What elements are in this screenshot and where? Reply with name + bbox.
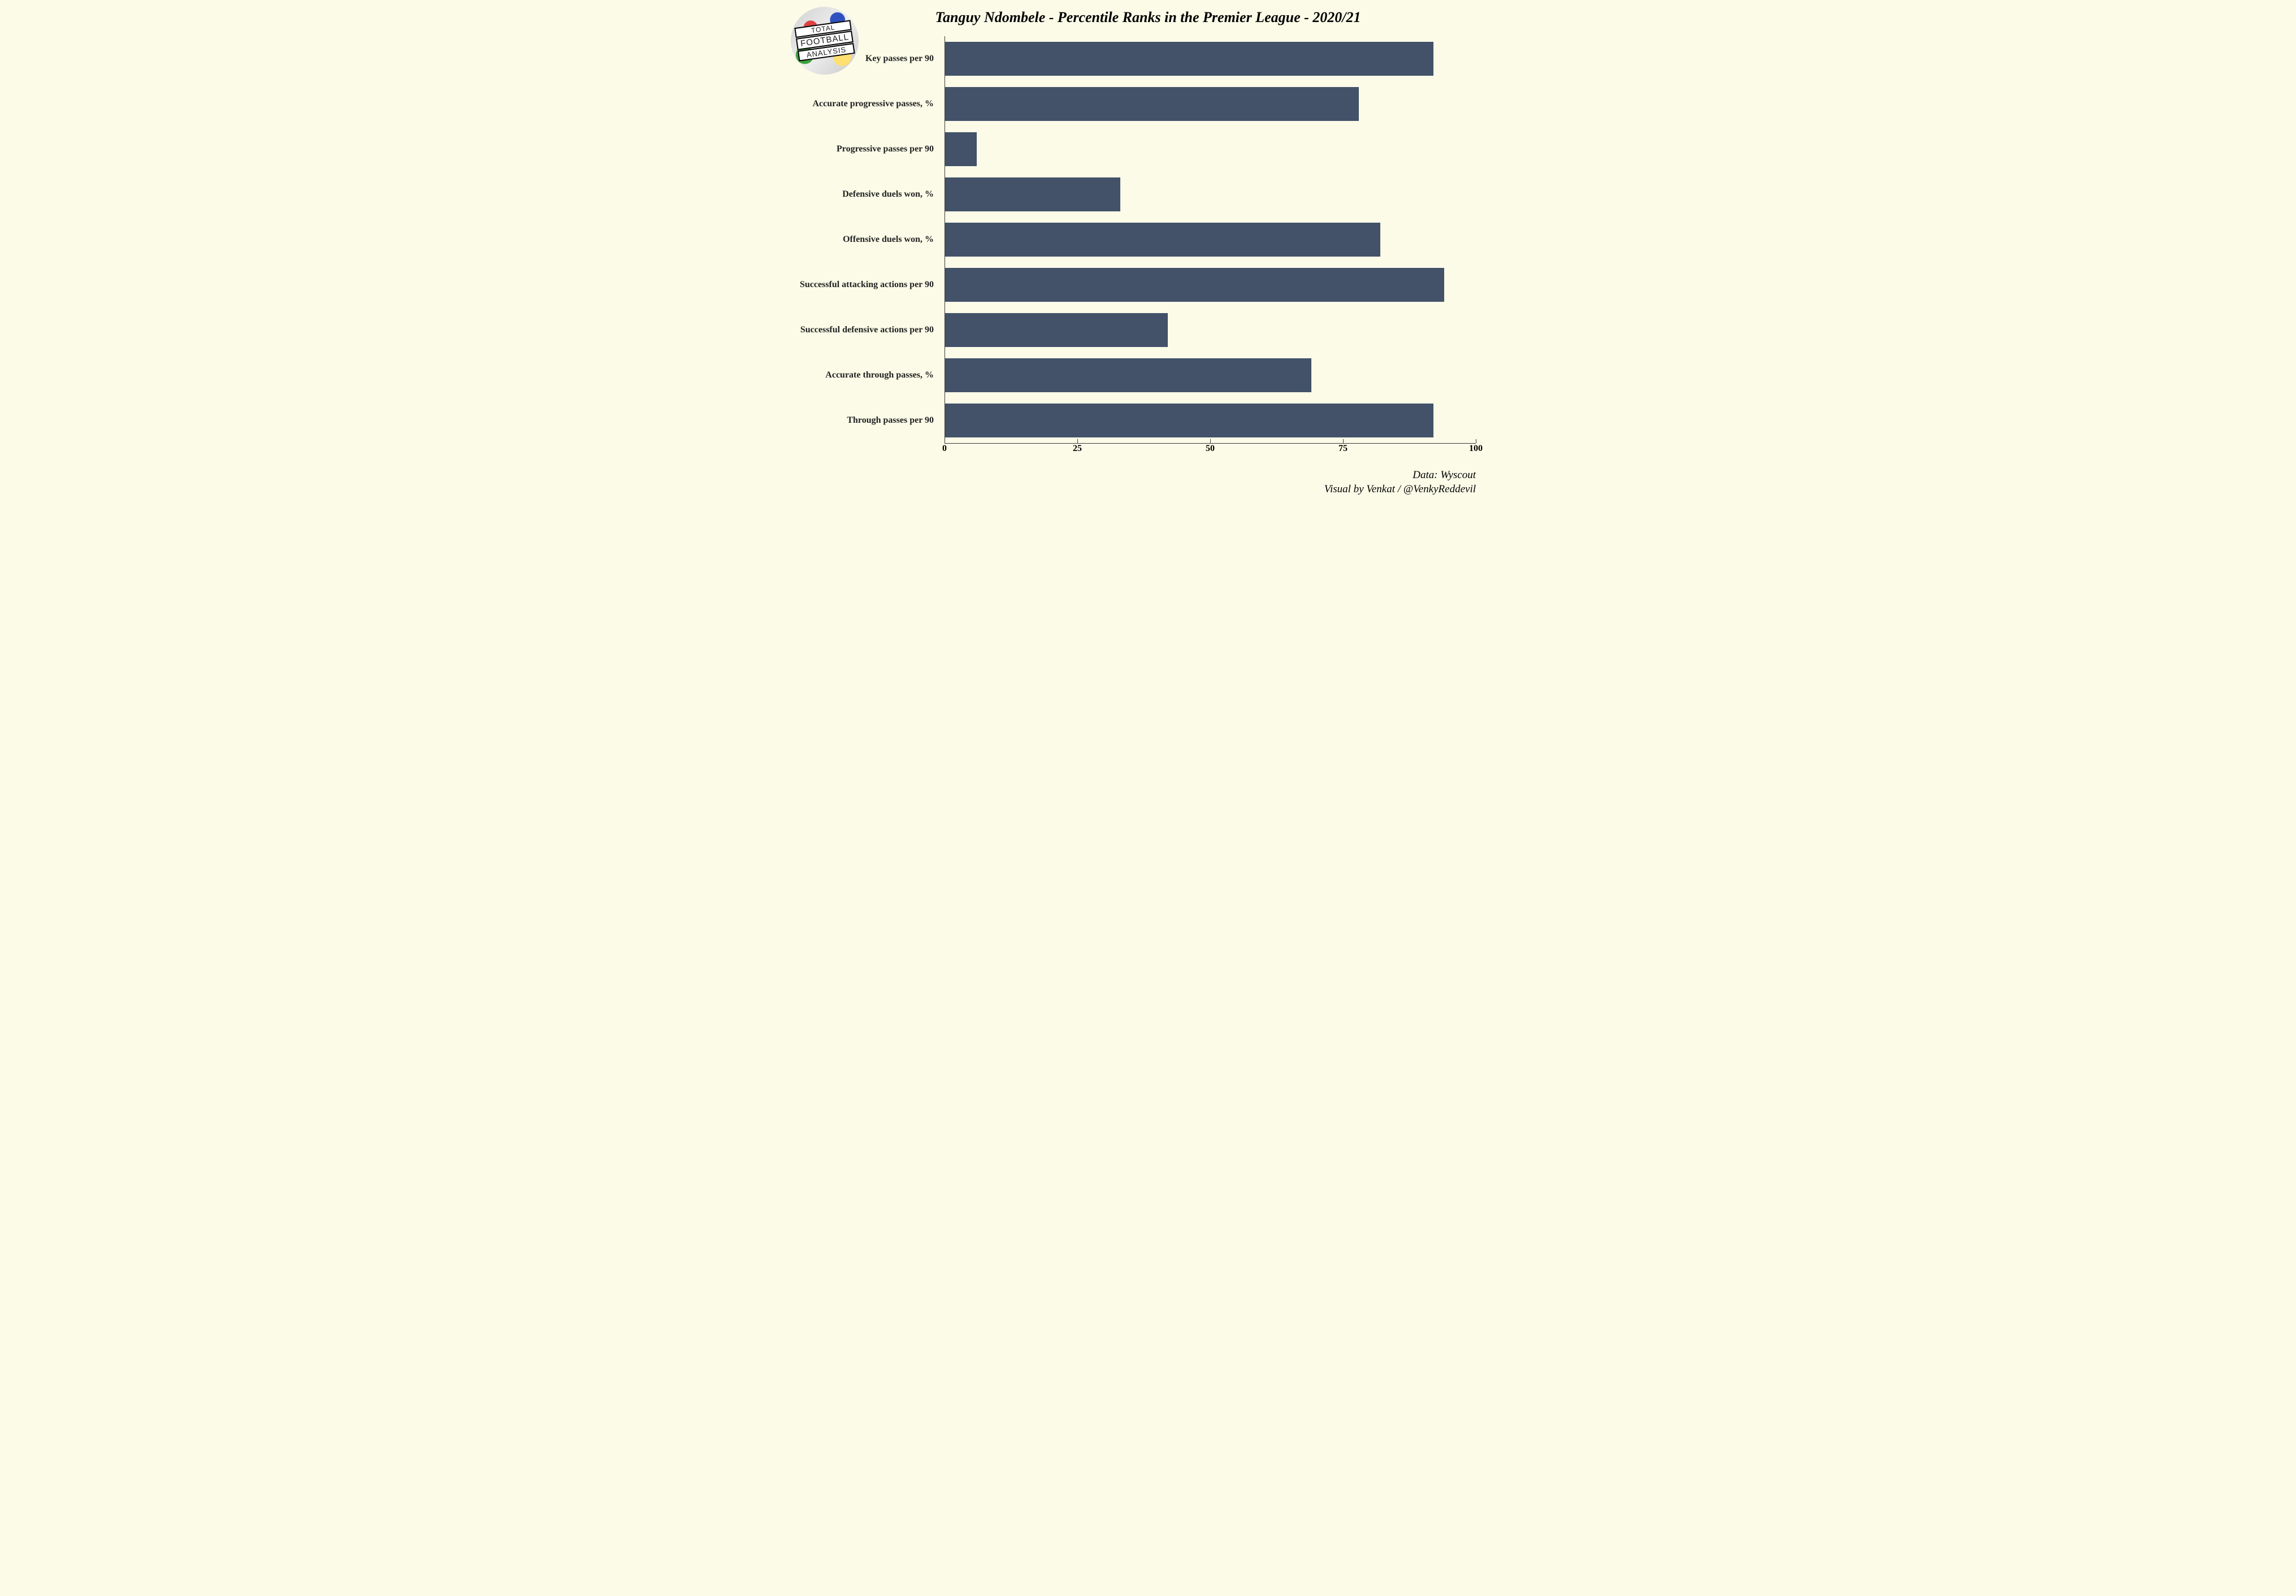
chart-bar <box>945 404 1433 437</box>
chart-bar <box>945 42 1433 76</box>
chart-bar-track <box>945 127 1476 172</box>
credit-data-source: Data: Wyscout <box>798 469 1476 483</box>
chart-bar <box>945 223 1380 257</box>
credit-author: Visual by Venkat / @VenkyReddevil <box>798 483 1476 497</box>
chart-row-label: Progressive passes per 90 <box>792 144 934 154</box>
chart-row-label: Accurate progressive passes, % <box>792 99 934 109</box>
chart-bar <box>945 358 1311 392</box>
chart-bar-track <box>945 398 1476 443</box>
chart-bar-track <box>945 81 1476 127</box>
chart-bar-track <box>945 172 1476 217</box>
chart-bar <box>945 268 1444 302</box>
chart-x-axis: 0255075100 <box>945 444 1476 461</box>
chart-row-label: Through passes per 90 <box>792 415 934 426</box>
chart-row: Accurate through passes, % <box>945 353 1476 398</box>
chart-bar <box>945 87 1359 121</box>
chart-x-tick: 75 <box>1338 444 1348 454</box>
chart-row: Successful defensive actions per 90 <box>945 307 1476 353</box>
chart-bar <box>945 177 1120 211</box>
chart-row: Key passes per 90 <box>945 36 1476 81</box>
chart-row: Successful attacking actions per 90 <box>945 262 1476 307</box>
chart-title: Tanguy Ndombele - Percentile Ranks in th… <box>798 9 1498 26</box>
chart-bars-container: Key passes per 90Accurate progressive pa… <box>945 36 1476 443</box>
chart-row: Progressive passes per 90 <box>945 127 1476 172</box>
chart-row: Through passes per 90 <box>945 398 1476 443</box>
chart-row-label: Accurate through passes, % <box>792 370 934 380</box>
chart-bar-track <box>945 307 1476 353</box>
chart-row-label: Successful attacking actions per 90 <box>792 280 934 290</box>
chart-x-tick: 100 <box>1469 444 1483 454</box>
chart-bar-track <box>945 262 1476 307</box>
chart-x-tick: 25 <box>1073 444 1082 454</box>
page-root: TOTAL FOOTBALL ANALYSIS Tanguy Ndombele … <box>781 0 1515 508</box>
chart-plot-area: Key passes per 90Accurate progressive pa… <box>945 36 1476 444</box>
chart-bar <box>945 132 977 166</box>
chart-row: Offensive duels won, % <box>945 217 1476 262</box>
chart-row-label: Successful defensive actions per 90 <box>792 325 934 335</box>
chart-x-tick: 0 <box>942 444 947 454</box>
chart-bar-track <box>945 36 1476 81</box>
chart-bar <box>945 313 1168 347</box>
chart-x-tick: 50 <box>1206 444 1215 454</box>
brand-logo-text: TOTAL FOOTBALL ANALYSIS <box>794 19 855 62</box>
chart-row: Accurate progressive passes, % <box>945 81 1476 127</box>
chart-bar-track <box>945 353 1476 398</box>
chart-row-label: Offensive duels won, % <box>792 235 934 245</box>
chart-row-label: Defensive duels won, % <box>792 189 934 200</box>
chart-credits: Data: Wyscout Visual by Venkat / @VenkyR… <box>798 469 1476 496</box>
chart-row: Defensive duels won, % <box>945 172 1476 217</box>
chart-bar-track <box>945 217 1476 262</box>
